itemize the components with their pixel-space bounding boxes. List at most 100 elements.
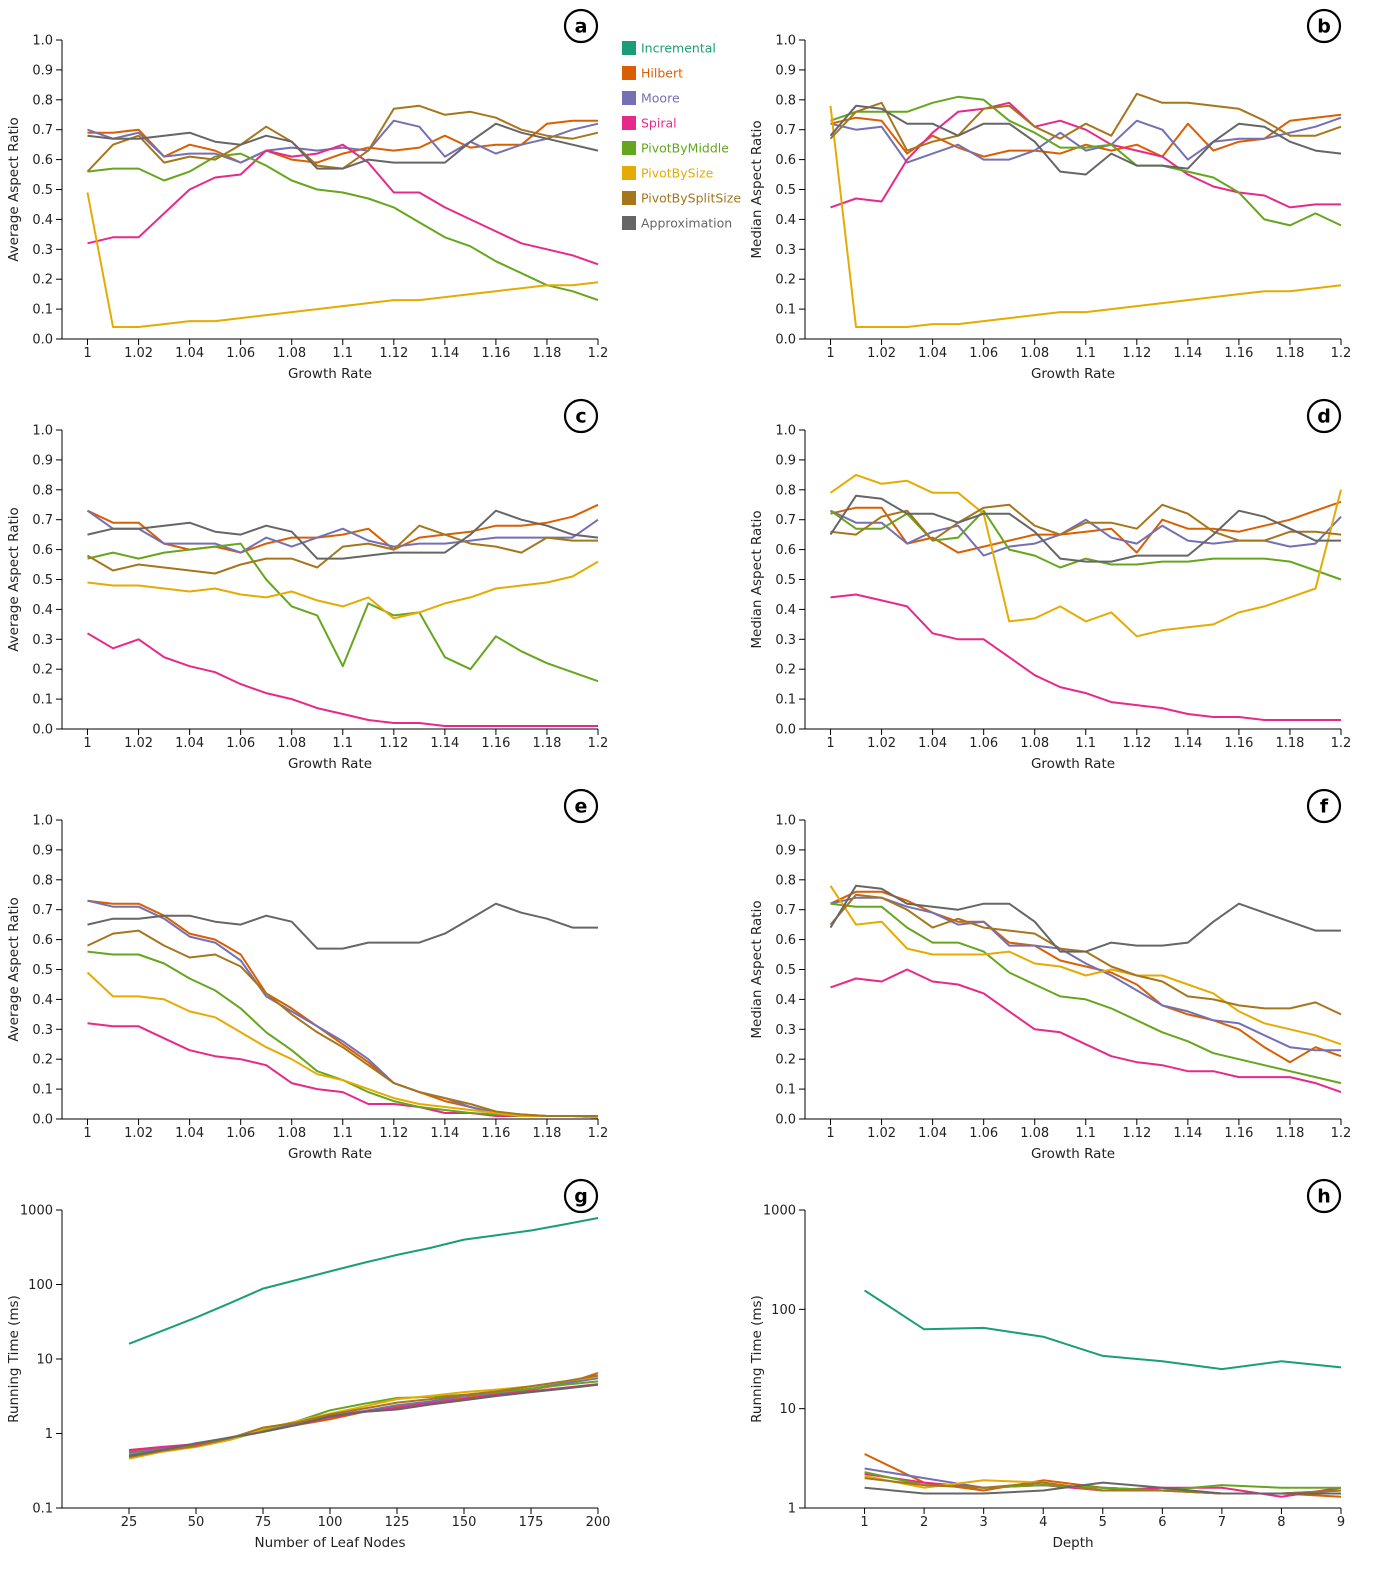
y-tick-label: 1.0 bbox=[775, 34, 796, 49]
x-tick-label: 1 bbox=[83, 1126, 91, 1141]
y-tick-label: 0.9 bbox=[32, 63, 53, 78]
panel-badge bbox=[1306, 8, 1342, 44]
x-tick-label: 1.18 bbox=[1275, 736, 1304, 751]
series-line-pivotbymiddle bbox=[87, 542, 599, 683]
y-tick-label: 0.8 bbox=[775, 873, 796, 888]
series-line-pivotbysize bbox=[829, 885, 1342, 1046]
y-tick-label: 0.6 bbox=[32, 543, 53, 558]
legend-swatch bbox=[622, 66, 636, 80]
x-tick-label: 1 bbox=[826, 346, 834, 361]
series-line-approximation bbox=[87, 902, 598, 950]
y-tick-label: 0.9 bbox=[32, 453, 53, 468]
y-tick-label: 1 bbox=[788, 1502, 796, 1517]
series-line-hilbert bbox=[87, 899, 598, 1117]
panel-badge bbox=[1306, 1178, 1342, 1214]
y-tick-label: 1.0 bbox=[775, 814, 796, 829]
panel-f: 0.0 0.1 0.2 0.3 0.4 0.5 0.6 0.7 0.8 0.9 1.0 1 1.02 1.… bbox=[749, 788, 1351, 1162]
y-axis-title: Median Aspect Ratio bbox=[749, 900, 765, 1038]
y-tick-label: 0.1 bbox=[32, 1083, 53, 1098]
y-tick-label: 0.0 bbox=[775, 333, 796, 348]
series-line-hilbert bbox=[830, 890, 1342, 1064]
x-tick-label: 1.16 bbox=[481, 1126, 510, 1141]
y-axis-title: Median Aspect Ratio bbox=[749, 510, 765, 648]
legend-label: PivotBySplitSize bbox=[641, 191, 741, 206]
legend-item-pivotbysplitsize: PivotBySplitSize bbox=[622, 191, 741, 206]
y-tick-label: 1.0 bbox=[32, 814, 53, 829]
y-tick-label: 0.6 bbox=[775, 543, 796, 558]
x-tick-label: 1.14 bbox=[430, 736, 459, 751]
x-tick-label: 1.2 bbox=[1331, 346, 1352, 361]
y-tick-label: 1 bbox=[45, 1427, 53, 1442]
x-tick-label: 1.08 bbox=[1020, 346, 1049, 361]
panel-badge bbox=[1306, 398, 1342, 434]
y-tick-label: 0.5 bbox=[32, 183, 53, 198]
x-tick-label: 1.18 bbox=[532, 736, 561, 751]
series-line-spiral bbox=[87, 1022, 599, 1119]
legend-item-spiral: Spiral bbox=[622, 116, 677, 131]
x-tick-label: 100 bbox=[318, 1515, 343, 1530]
x-tick-label: 1.12 bbox=[1122, 736, 1151, 751]
y-tick-label: 0.3 bbox=[32, 633, 53, 648]
x-tick-label: 1.12 bbox=[379, 346, 408, 361]
y-tick-label: 0.8 bbox=[775, 483, 796, 498]
legend-swatch bbox=[622, 166, 636, 180]
panel-badge bbox=[563, 788, 599, 824]
y-tick-label: 100 bbox=[28, 1278, 53, 1293]
y-tick-label: 0.7 bbox=[775, 513, 796, 528]
panel-badge bbox=[563, 8, 599, 44]
series-line-spiral bbox=[128, 1383, 599, 1451]
x-tick-label: 1.02 bbox=[124, 1126, 153, 1141]
x-tick-label: 1.16 bbox=[481, 736, 510, 751]
y-tick-label: 0.6 bbox=[32, 153, 53, 168]
x-tick-label: 1.06 bbox=[226, 736, 255, 751]
y-tick-label: 0.3 bbox=[775, 1023, 796, 1038]
x-tick-label: 1.02 bbox=[124, 346, 153, 361]
series-line-pivotbysplitsize bbox=[830, 503, 1342, 542]
panel-a: 0.0 0.1 0.2 0.3 0.4 0.5 0.6 0.7 0.8 0.9 1.0 1 1.02 1.… bbox=[6, 8, 608, 382]
y-tick-label: 1000 bbox=[20, 1204, 53, 1219]
legend-label: PivotByMiddle bbox=[641, 141, 729, 156]
legend-item-moore: Moore bbox=[622, 91, 680, 106]
x-tick-label: 1 bbox=[826, 736, 834, 751]
legend-label: Incremental bbox=[641, 41, 716, 56]
y-tick-label: 100 bbox=[771, 1303, 796, 1318]
series-line-moore bbox=[87, 899, 598, 1117]
series-line-pivotbysize bbox=[87, 560, 599, 620]
series-line-approximation bbox=[829, 494, 1341, 563]
panel-letter: b bbox=[1317, 16, 1331, 38]
x-tick-label: 1.04 bbox=[918, 1126, 947, 1141]
x-axis-title: Growth Rate bbox=[1031, 756, 1115, 772]
x-tick-label: 50 bbox=[188, 1515, 205, 1530]
y-tick-label: 0.9 bbox=[775, 63, 796, 78]
x-tick-label: 1.2 bbox=[588, 1126, 609, 1141]
x-tick-label: 175 bbox=[519, 1515, 544, 1530]
panel-letter: d bbox=[1317, 406, 1331, 428]
legend-item-incremental: Incremental bbox=[622, 41, 716, 56]
y-tick-label: 0.2 bbox=[32, 273, 53, 288]
series-line-spiral bbox=[87, 143, 599, 266]
series-line-approximation bbox=[87, 509, 599, 560]
series-line-pivotbymiddle bbox=[87, 152, 599, 302]
panel-e: 0.0 0.1 0.2 0.3 0.4 0.5 0.6 0.7 0.8 0.9 1.0 1 1.02 1.… bbox=[6, 788, 609, 1162]
x-tick-label: 1.06 bbox=[969, 1126, 998, 1141]
series-line-pivotbysplitsize bbox=[87, 929, 598, 1117]
y-tick-label: 0.6 bbox=[32, 933, 53, 948]
series-line-moore bbox=[86, 509, 599, 554]
x-tick-label: 1.14 bbox=[430, 1126, 459, 1141]
panel-d: 0.0 0.1 0.2 0.3 0.4 0.5 0.6 0.7 0.8 0.9 1.0 1 1.02 1.… bbox=[749, 398, 1351, 772]
x-tick-label: 1.1 bbox=[1075, 736, 1096, 751]
x-tick-label: 1.1 bbox=[1075, 1126, 1096, 1141]
x-tick-label: 1.18 bbox=[1275, 1126, 1304, 1141]
series-line-pivotbysplitsize bbox=[829, 92, 1342, 152]
y-tick-label: 0.8 bbox=[32, 483, 53, 498]
y-tick-label: 0.2 bbox=[32, 663, 53, 678]
y-tick-label: 0.7 bbox=[32, 123, 53, 138]
x-tick-label: 1.1 bbox=[332, 346, 353, 361]
legend-swatch bbox=[622, 91, 636, 105]
x-tick-label: 150 bbox=[452, 1515, 477, 1530]
legend-swatch bbox=[622, 216, 636, 230]
y-tick-label: 0.5 bbox=[775, 183, 796, 198]
y-tick-label: 0.1 bbox=[32, 693, 53, 708]
y-tick-label: 0.1 bbox=[775, 1083, 796, 1098]
y-tick-label: 0.5 bbox=[775, 573, 796, 588]
